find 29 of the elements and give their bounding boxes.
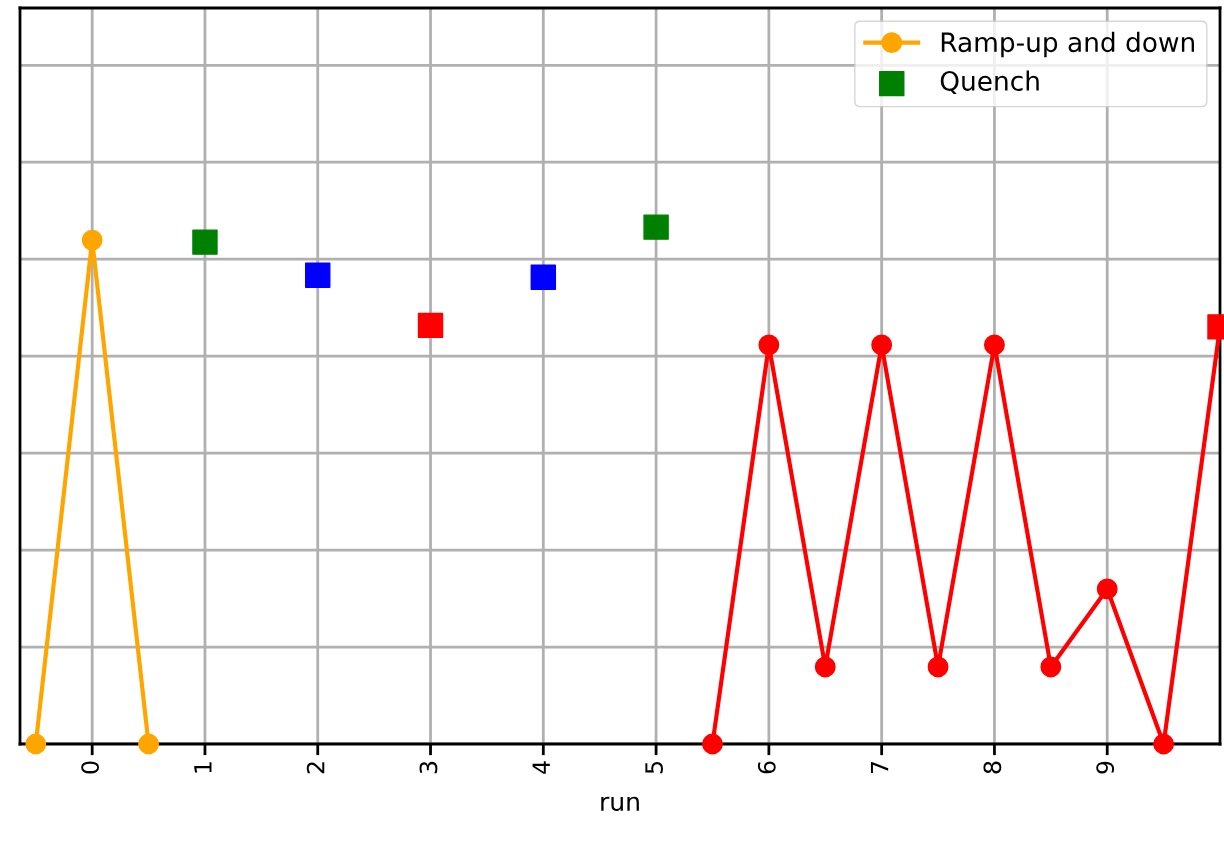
x-tick-label: 4 [532, 761, 550, 774]
point [984, 334, 1005, 356]
point [1040, 656, 1062, 678]
x-tick-label: 8 [983, 761, 1002, 774]
x-tick-label: 5 [645, 762, 663, 774]
x-tick-label: 3 [419, 761, 438, 774]
x-tick-label: 2 [306, 762, 325, 774]
point [643, 214, 669, 240]
x-axis-title: run [601, 796, 639, 812]
point [25, 733, 47, 755]
x-tick-label: 1 [194, 762, 212, 773]
point [927, 656, 949, 678]
legend-label: Quench [940, 70, 1039, 94]
x-tick-label: 7 [870, 761, 889, 774]
point [758, 334, 780, 356]
point [871, 334, 893, 356]
point [1153, 733, 1175, 755]
point [192, 229, 218, 255]
point [702, 733, 723, 755]
point [81, 229, 103, 251]
point [814, 656, 836, 678]
point [1096, 578, 1118, 600]
point [138, 733, 159, 755]
legend-label: Ramp-up and down [941, 31, 1195, 58]
point [530, 264, 557, 291]
x-tick-label: 0 [81, 761, 100, 774]
x-tick-label: 9 [1096, 761, 1115, 774]
point [305, 262, 331, 288]
x-tick-label: 6 [757, 761, 776, 774]
